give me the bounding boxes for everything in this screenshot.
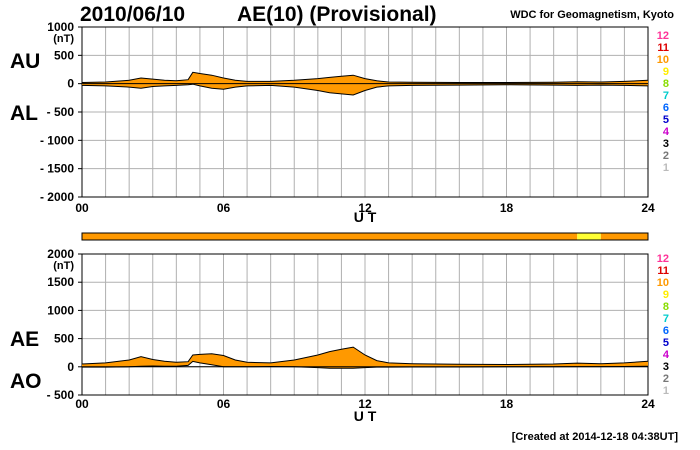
x-tick-label: 00 (75, 201, 89, 215)
x-axis-label: U T (354, 209, 377, 225)
y-tick-label: 1000 (47, 20, 74, 34)
station-count-label: 5 (663, 337, 669, 349)
station-count-label: 3 (663, 138, 669, 150)
x-tick-label: 24 (641, 397, 655, 411)
station-bar-frame (81, 232, 649, 241)
station-count-label: 12 (657, 30, 669, 42)
y-tick-label: 0 (67, 77, 74, 91)
x-tick-label: 00 (75, 397, 89, 411)
y-tick-label: 500 (54, 332, 74, 346)
y-tick-label: 1500 (47, 275, 74, 289)
x-tick-label: 18 (500, 201, 514, 215)
series-label-upper: AE (10, 328, 39, 351)
station-count-label: 4 (663, 349, 670, 361)
x-tick-label: 06 (217, 397, 231, 411)
station-count-label: 1 (663, 385, 669, 397)
x-tick-label: 24 (641, 201, 655, 215)
station-count-label: 4 (663, 126, 670, 138)
series-label-lower: AO (10, 370, 42, 393)
y-tick-label: 0 (67, 360, 74, 374)
station-count-label: 7 (663, 313, 669, 325)
station-count-label: 12 (657, 253, 669, 265)
station-count-label: 2 (663, 373, 669, 385)
station-count-label: 9 (663, 289, 669, 301)
series-line-au (81, 71, 649, 83)
station-bar-segment (600, 233, 648, 240)
y-tick-label: - 2000 (40, 190, 74, 204)
x-tick-label: 12 (358, 397, 372, 411)
station-count-label: 7 (663, 90, 669, 102)
station-count-label: 1 (663, 162, 669, 174)
created-timestamp: [Created at 2014-12-18 04:38UT] (511, 431, 678, 443)
station-count-label: 6 (663, 325, 669, 337)
y-unit-label: (nT) (53, 33, 74, 45)
plot-frame (81, 253, 649, 396)
station-count-label: 8 (663, 78, 669, 90)
date-title: 2010/06/10 (80, 3, 186, 26)
series-label-upper: AU (10, 50, 40, 73)
station-bar-segment (577, 233, 601, 240)
y-tick-label: 1000 (47, 303, 74, 317)
station-bar-segment (82, 233, 578, 240)
x-tick-label: 06 (217, 201, 231, 215)
station-count-label: 10 (657, 54, 669, 66)
series-line-al (81, 83, 649, 96)
y-tick-label: - 500 (47, 388, 75, 402)
y-tick-label: - 500 (47, 105, 75, 119)
y-tick-label: - 1000 (40, 133, 74, 147)
station-count-label: 10 (657, 277, 669, 289)
x-tick-label: 12 (358, 201, 372, 215)
series-line-ae (81, 346, 649, 366)
station-count-label: 11 (657, 42, 669, 54)
station-count-label: 11 (657, 265, 669, 277)
y-tick-label: - 1500 (40, 162, 74, 176)
y-tick-label: 2000 (47, 247, 74, 261)
x-tick-label: 18 (500, 397, 514, 411)
x-axis-label: U T (354, 408, 377, 424)
station-count-label: 9 (663, 66, 669, 78)
station-count-label: 2 (663, 150, 669, 162)
area-fill-ae-ao (82, 347, 648, 369)
station-count-label: 6 (663, 102, 669, 114)
series-label-lower: AL (10, 102, 38, 125)
station-count-label: 3 (663, 361, 669, 373)
station-count-label: 8 (663, 301, 669, 313)
index-title: AE(10) (Provisional) (237, 3, 437, 26)
y-tick-label: 500 (54, 48, 74, 62)
y-unit-label: (nT) (53, 260, 74, 272)
data-source-label: WDC for Geomagnetism, Kyoto (510, 9, 674, 21)
station-count-label: 5 (663, 114, 669, 126)
